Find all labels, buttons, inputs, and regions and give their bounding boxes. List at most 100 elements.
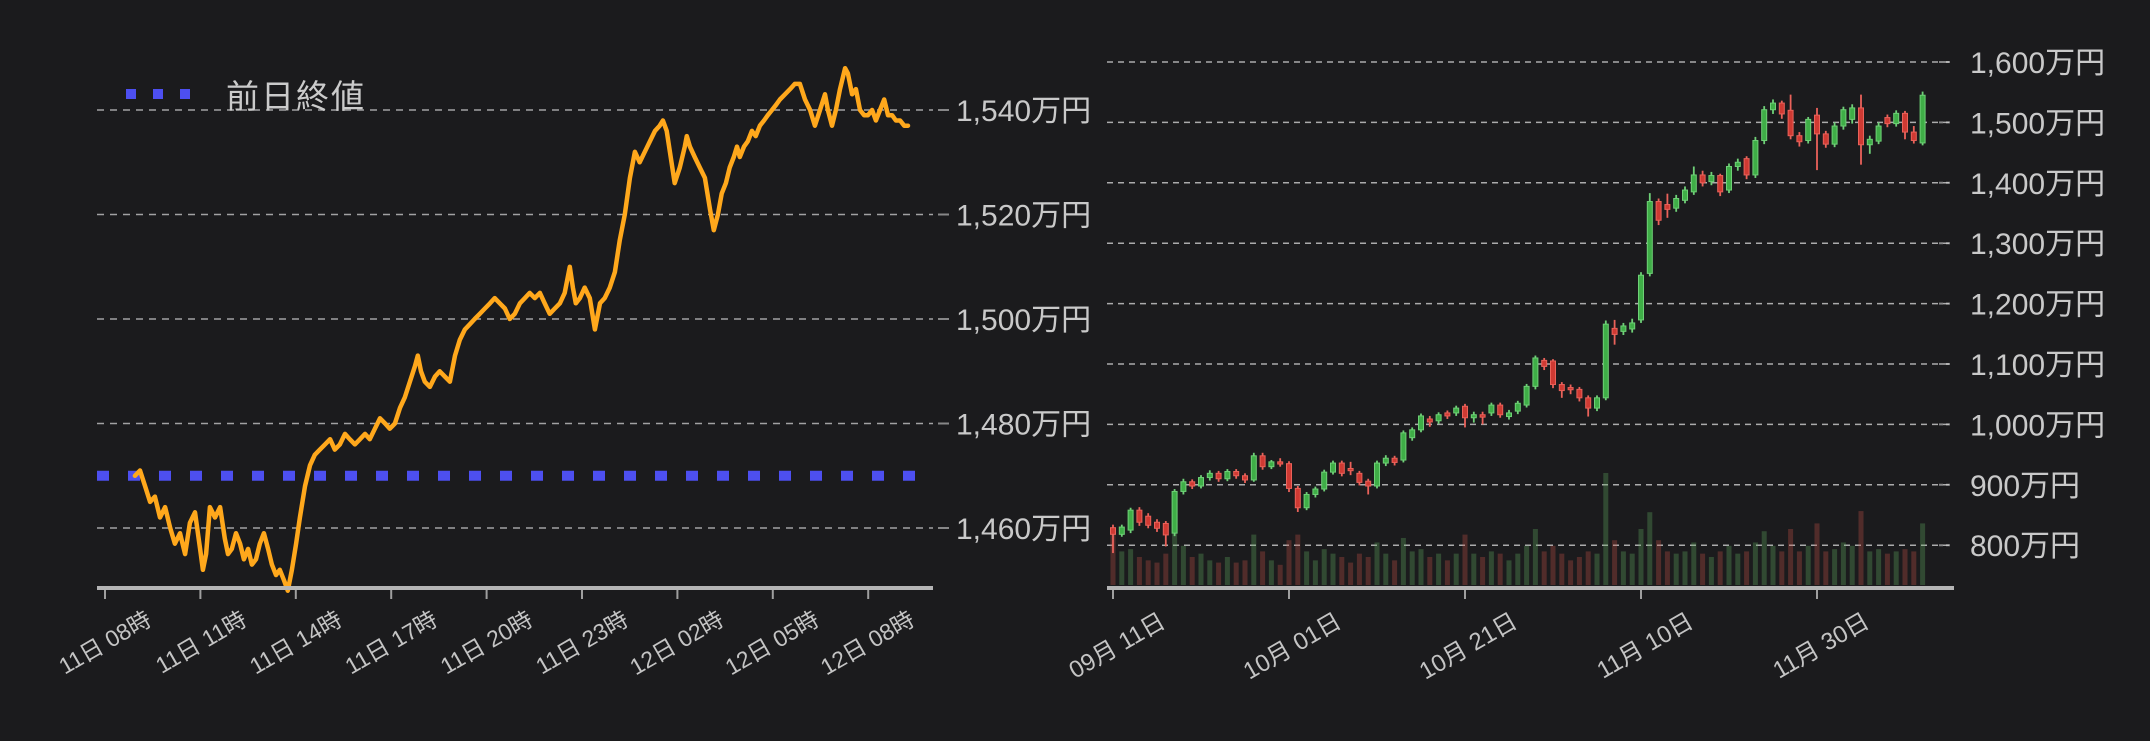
candle-body (1365, 480, 1372, 487)
candle-body (1444, 412, 1451, 417)
candle-body (1330, 462, 1336, 473)
x-axis-label: 11日 17時 (340, 606, 441, 679)
volume-bar (1286, 540, 1292, 585)
candle-body (1594, 397, 1600, 409)
volume-bar (1462, 534, 1468, 585)
volume-bar (1902, 549, 1908, 585)
volume-bar (1480, 557, 1486, 585)
candle-body (1655, 201, 1662, 221)
candle-body (1576, 388, 1583, 399)
candle-body (1506, 412, 1512, 418)
candle-body (1162, 522, 1169, 536)
candle-body (1277, 461, 1284, 465)
y-axis-label: 900万円 (1970, 470, 2080, 503)
candle-body (1435, 414, 1442, 422)
x-axis-label: 11月 10日 (1592, 608, 1698, 685)
volume-bar (1409, 551, 1415, 585)
candle-body (1409, 429, 1416, 439)
candle-body (1902, 112, 1908, 133)
volume-bar (1576, 557, 1582, 585)
x-axis-label: 12日 02時 (625, 606, 728, 680)
candle-body (1726, 165, 1732, 191)
candle-body (1321, 471, 1328, 490)
candle-body (1224, 471, 1231, 480)
candle-body (1356, 472, 1363, 483)
candle-body (1743, 158, 1750, 176)
x-axis-label: 11日 14時 (245, 606, 346, 679)
y-axis-label: 1,400万円 (1970, 168, 2105, 201)
y-axis-label: 1,460万円 (956, 513, 1091, 546)
candle-body (1312, 488, 1319, 495)
volume-bar (1814, 523, 1820, 585)
volume-bar (1497, 553, 1503, 585)
volume-bar (1348, 562, 1354, 585)
candle-body (1497, 404, 1504, 416)
volume-bar (1532, 529, 1538, 585)
candle-body (1347, 467, 1354, 472)
candle-body (1268, 461, 1275, 468)
candle-body (1778, 102, 1785, 115)
candle-body (1849, 107, 1856, 120)
volume-bar (1867, 551, 1873, 585)
candle-body (1708, 175, 1715, 183)
candle-body (1796, 135, 1803, 143)
prev-close-legend-label: 前日終値 (226, 78, 366, 115)
volume-bar (1568, 560, 1574, 585)
volume-bar (1752, 542, 1758, 585)
volume-bar (1436, 553, 1442, 585)
x-axis-label: 11日 08時 (54, 606, 155, 679)
volume-bar (1664, 551, 1670, 585)
candle-body (1752, 140, 1759, 176)
candle-body (1884, 117, 1891, 125)
candle-body (1822, 133, 1829, 145)
volume-bar (1585, 551, 1591, 585)
volume-bar (1884, 553, 1890, 585)
prev-close-legend: 前日終値 (126, 74, 366, 115)
intraday-line-chart: 1,540万円 1,520万円 1,500万円 1,480万円 1,460万円 11日 0… (54, 65, 1091, 680)
candle-body (1673, 198, 1680, 209)
candle-body (1620, 325, 1627, 332)
candle-body (1770, 102, 1776, 111)
candle-body (1787, 109, 1794, 137)
candle-body (1259, 455, 1266, 468)
candle-body (1699, 174, 1706, 184)
candles (1110, 91, 1926, 554)
candle-body (1479, 414, 1486, 418)
volume-bar (1858, 511, 1864, 585)
volume-bar (1268, 560, 1274, 585)
prev-close-dotted-marker-icon (126, 89, 192, 99)
candle-body (1242, 475, 1248, 481)
candle-body (1286, 463, 1292, 489)
candle-body (1866, 138, 1873, 146)
volume-bar (1180, 545, 1186, 585)
line-chart-gridlines (97, 109, 949, 529)
volume-bar (1893, 551, 1899, 585)
volume-bar (1603, 473, 1609, 585)
volume-bar (1911, 551, 1917, 585)
volume-bar (1145, 560, 1151, 585)
candle-body (1919, 94, 1926, 144)
candle-body (1189, 481, 1196, 487)
candle-chart-gridlines (1107, 61, 1954, 547)
candle-body (1646, 201, 1653, 274)
y-axis-label: 1,500万円 (1970, 107, 2105, 140)
volume-bar (1339, 557, 1345, 585)
volume-bar (1216, 562, 1222, 585)
x-axis-label: 10月 01日 (1239, 608, 1346, 685)
volume-bar (1128, 549, 1134, 585)
volume-bar (1444, 560, 1450, 585)
volume-bars (1110, 473, 1926, 585)
candle-body (1426, 418, 1433, 423)
candle-body (1338, 462, 1345, 474)
volume-bar (1515, 553, 1521, 585)
candle-body (1118, 526, 1125, 535)
candle-body (1541, 359, 1548, 367)
y-axis-label: 1,480万円 (956, 409, 1091, 442)
volume-bar (1172, 529, 1178, 585)
volume-bar (1761, 531, 1767, 585)
volume-bar (1260, 551, 1266, 585)
volume-bar (1383, 553, 1389, 585)
volume-bar (1242, 560, 1248, 585)
candle-body (1418, 415, 1424, 431)
volume-bar (1277, 564, 1283, 585)
